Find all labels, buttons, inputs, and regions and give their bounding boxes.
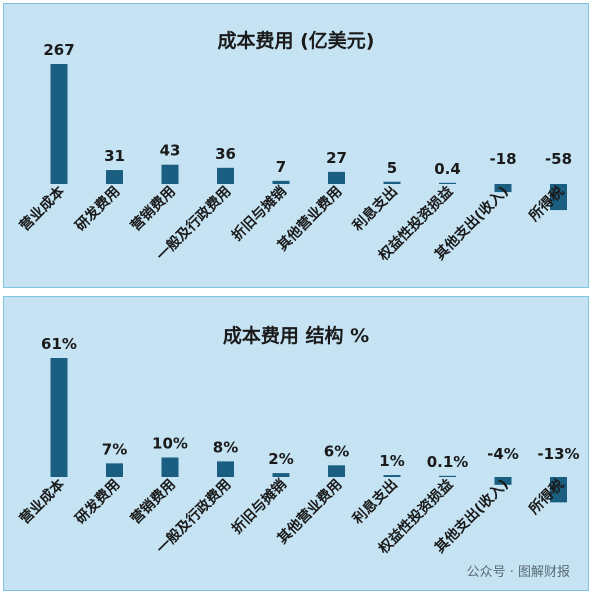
data-label: 5 [387, 159, 397, 177]
bar [106, 170, 123, 184]
data-label: -18 [489, 150, 516, 168]
chart-panel-amount: 成本费用 (亿美元) 267 营业成本 31 研发费用 43 营销费用 36 一般及行政费用 7… [3, 3, 589, 288]
category-label: 折旧与摊销 [228, 183, 290, 245]
data-label: 31 [104, 147, 125, 165]
bar [494, 477, 512, 485]
category-label: 折旧与摊销 [228, 476, 290, 538]
bar [106, 463, 123, 477]
data-label: -58 [545, 150, 572, 168]
bar [550, 477, 567, 503]
data-label: 2% [268, 450, 293, 468]
category-label: 研发费用 [72, 183, 124, 235]
bar [50, 358, 68, 477]
category-label: 利息支出 [349, 183, 401, 235]
data-label: 7% [102, 440, 127, 458]
data-label: 61% [41, 335, 77, 353]
watermark: 公众号 · 图解财报 [466, 565, 570, 580]
data-label: 0.4 [434, 160, 461, 178]
bar [272, 473, 290, 477]
category-label: 营业成本 [16, 182, 68, 234]
category-label: 营销费用 [127, 183, 179, 235]
data-label: 43 [160, 142, 181, 160]
category-label: 研发费用 [72, 476, 124, 528]
data-label: -4% [487, 445, 519, 463]
data-label: 7 [276, 158, 286, 176]
data-label: 10% [152, 434, 188, 452]
bar [217, 461, 234, 477]
bar-chart-structure: 61%营业成本7%研发费用10%营销费用8%一般及行政费用2%折旧与摊销6%其他… [16, 335, 579, 558]
bar [272, 180, 290, 184]
data-label: -13% [537, 445, 579, 463]
chart-title: 成本费用 (亿美元) [217, 30, 375, 52]
bar [494, 184, 512, 193]
category-label: 利息支出 [349, 476, 401, 528]
data-label: 36 [215, 145, 236, 163]
bar [217, 167, 234, 184]
bar [50, 64, 68, 184]
data-label: 8% [213, 438, 238, 456]
category-label: 营业成本 [16, 475, 68, 527]
chart-panel-structure: 成本费用 结构 % 61% 营业成本 7% 研发费用 10% 营销费用 8% 一般及行政费用 2… [3, 296, 589, 591]
chart-title: 成本费用 结构 % [222, 325, 370, 347]
data-label: 0.1% [427, 453, 469, 471]
bar [439, 182, 456, 184]
bar [383, 181, 401, 184]
data-label: 6% [324, 442, 349, 460]
category-label: 营销费用 [127, 476, 179, 528]
bar [328, 171, 345, 184]
bar [550, 184, 567, 211]
data-label: 27 [326, 149, 347, 167]
bar [383, 475, 401, 477]
bar [161, 457, 179, 477]
bar [439, 475, 456, 477]
bar-chart-amount: 267营业成本31研发费用43营销费用36一般及行政费用7折旧与摊销27其他营业… [16, 41, 572, 265]
data-label: 267 [43, 41, 74, 59]
bar [328, 465, 345, 477]
bar [161, 164, 179, 184]
data-label: 1% [379, 452, 404, 470]
